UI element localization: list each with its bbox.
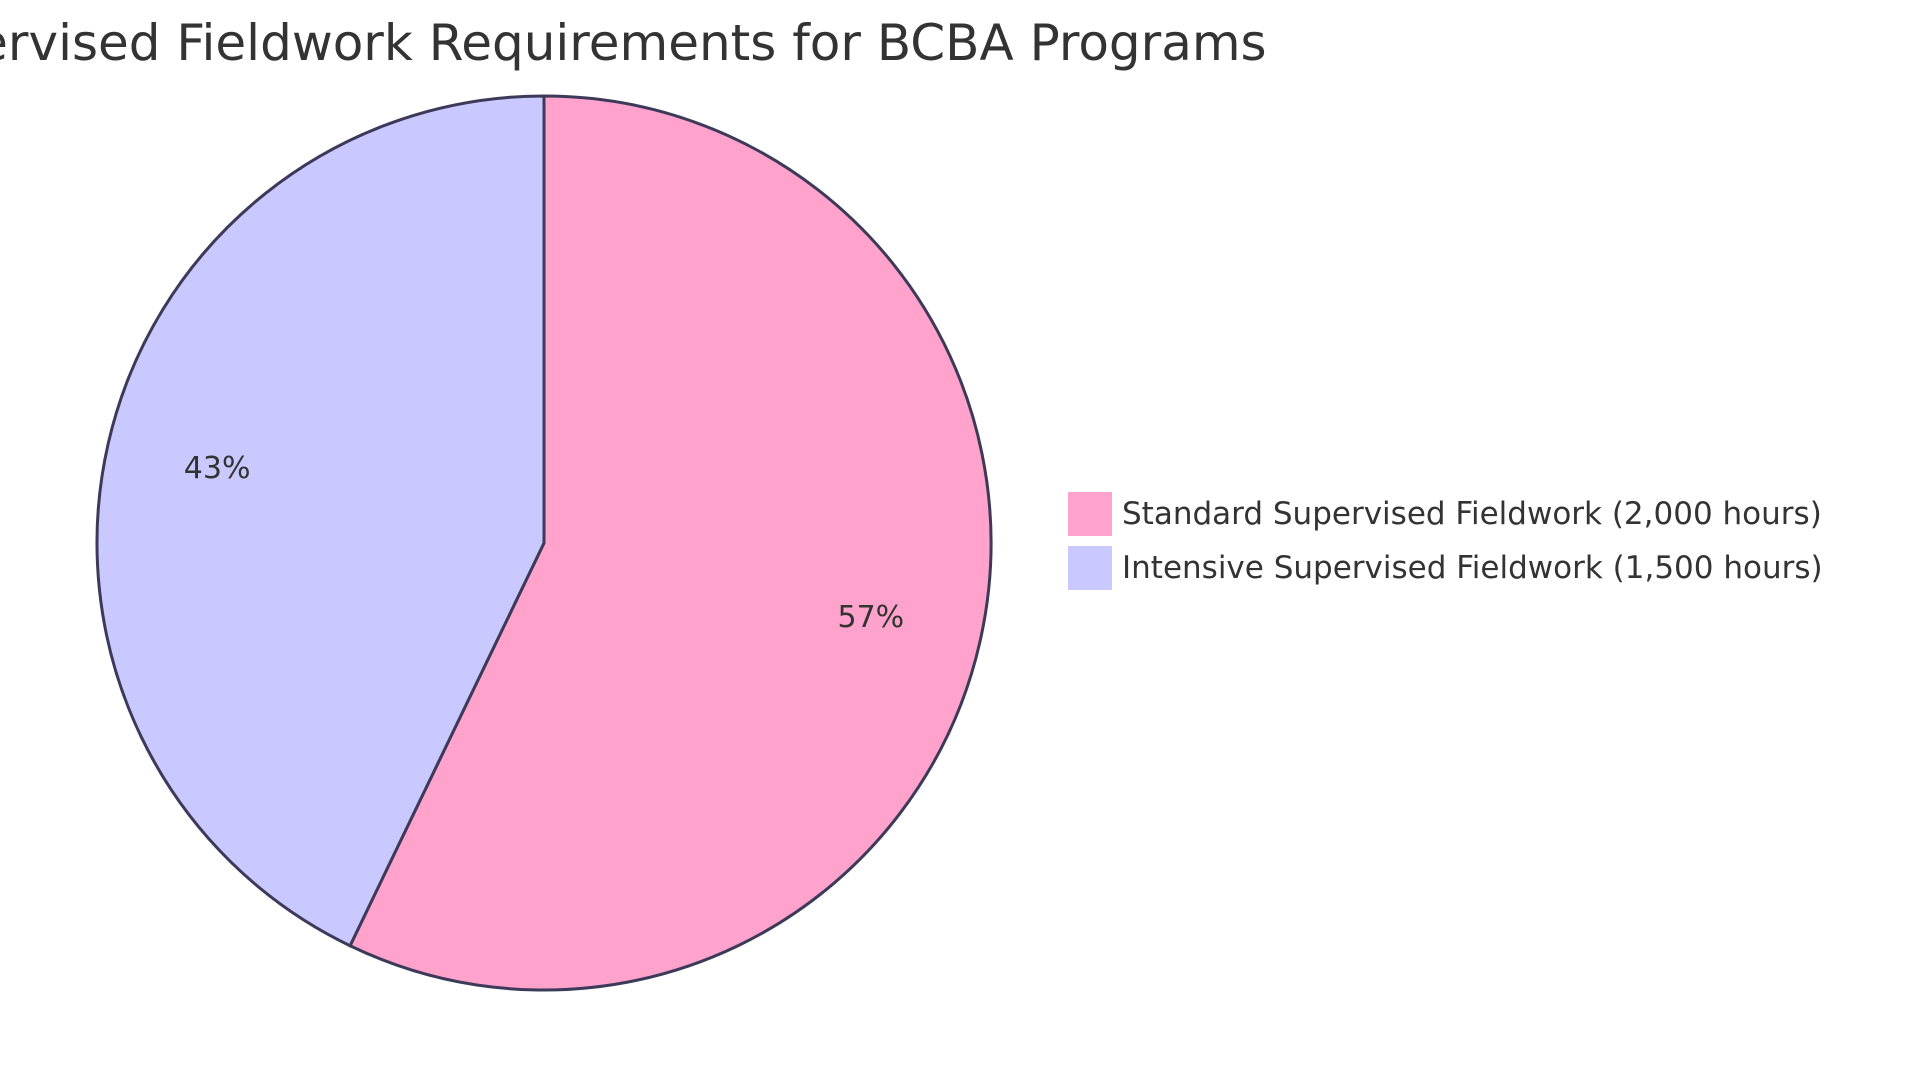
legend-swatch [1068,546,1112,590]
pie-slice-percent-label: 57% [838,600,905,635]
legend-swatch [1068,492,1112,536]
legend-label: Intensive Supervised Fieldwork (1,500 ho… [1122,550,1823,586]
pie-slice-1 [348,94,993,992]
legend: Standard Supervised Fieldwork (2,000 hou… [1068,492,1823,590]
pie-slices [95,94,993,992]
chart-title: Supervised Fieldwork Requirements for BC… [0,14,1267,72]
legend-label: Standard Supervised Fieldwork (2,000 hou… [1122,496,1822,532]
pie-slice-2 [95,94,546,948]
pie-slice-labels: 57% 43% [184,451,904,635]
pie-slice-percent-label: 43% [184,451,251,486]
